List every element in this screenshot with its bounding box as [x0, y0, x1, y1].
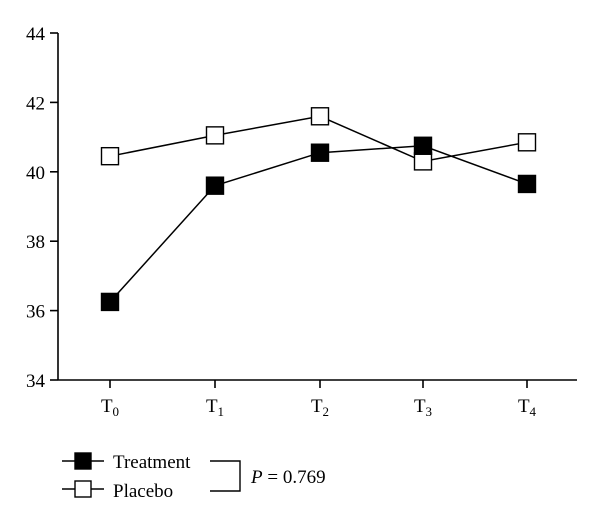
series-layer — [100, 107, 537, 312]
legend-label-placebo: Placebo — [113, 481, 173, 502]
series-placebo — [100, 107, 537, 171]
p-value-label: P — [250, 467, 263, 488]
y-tick-label: 40 — [26, 163, 45, 184]
legend-bracket — [210, 460, 241, 492]
legend-item-treatment: Treatment — [62, 452, 191, 473]
y-tick-label: 44 — [26, 24, 46, 45]
series-treatment — [100, 136, 537, 312]
x-tick-label: T4 — [518, 396, 537, 419]
x-axis-ticks: T0 T1 T2 T3 T4 — [101, 380, 537, 419]
p-value-annotation: P = 0.769 — [250, 467, 326, 488]
y-axis-ticks: 34 36 38 40 42 44 — [26, 24, 58, 392]
x-tick-label: T0 — [101, 396, 119, 419]
data-point-treatment — [205, 176, 225, 195]
series-line-treatment — [109, 145, 528, 303]
axes — [57, 33, 577, 381]
data-point-placebo — [517, 133, 537, 152]
data-point-placebo — [310, 107, 330, 126]
legend-label-treatment: Treatment — [113, 452, 191, 473]
data-point-placebo — [100, 146, 120, 166]
data-point-treatment — [310, 143, 330, 162]
legend: Treatment Placebo P = 0.769 — [62, 452, 326, 502]
x-tick-label: T3 — [414, 396, 432, 419]
x-tick-label: T1 — [206, 396, 224, 419]
data-point-placebo — [413, 152, 433, 171]
y-tick-label: 38 — [26, 232, 45, 253]
legend-marker-placebo — [74, 480, 92, 498]
x-tick-label: T2 — [311, 396, 329, 419]
legend-item-placebo: Placebo — [62, 480, 173, 502]
y-tick-label: 42 — [26, 93, 45, 114]
legend-marker-treatment — [74, 452, 92, 470]
y-tick-label: 34 — [26, 371, 46, 392]
data-point-placebo — [205, 126, 225, 145]
data-point-treatment — [517, 174, 537, 194]
data-point-treatment — [413, 136, 433, 155]
data-point-treatment — [100, 292, 120, 312]
p-value-text: = 0.769 — [263, 467, 326, 488]
y-tick-label: 36 — [26, 302, 45, 323]
